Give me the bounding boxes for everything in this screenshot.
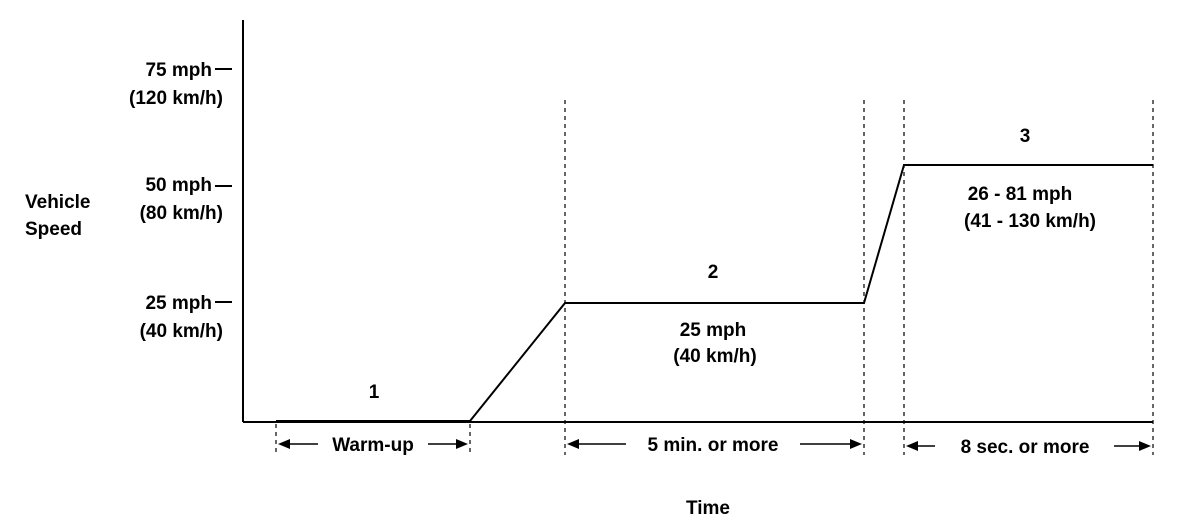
x-axis-label: Time — [686, 498, 730, 519]
phase3-arrow-right-head — [1139, 441, 1151, 451]
phase-2-speed-kmh: (40 km/h) — [673, 346, 756, 367]
phase2-arrow-right-head — [850, 439, 862, 449]
y-axis-label-line2: Speed — [25, 219, 82, 240]
phase-2-number: 2 — [708, 262, 719, 283]
y-tick-25-mph: 25 mph — [145, 293, 212, 314]
phase2-duration-label: 5 min. or more — [648, 435, 779, 456]
y-tick-75-kmh: (120 km/h) — [129, 88, 223, 109]
y-tick-75-mph: 75 mph — [145, 60, 212, 81]
phase3-duration-label: 8 sec. or more — [961, 437, 1090, 458]
warmup-arrow-left-head — [278, 439, 290, 449]
phase-3-speed-mph: 26 - 81 mph — [968, 184, 1073, 205]
y-tick-50-kmh: (80 km/h) — [140, 203, 223, 224]
phase-3-speed-kmh: (41 - 130 km/h) — [964, 211, 1096, 232]
y-tick-25-kmh: (40 km/h) — [140, 321, 223, 342]
y-tick-50-mph: 50 mph — [145, 175, 212, 196]
phase-2-speed-mph: 25 mph — [680, 320, 747, 341]
y-axis-label-line1: Vehicle — [25, 192, 91, 213]
phase-1-number: 1 — [369, 382, 380, 403]
warmup-duration-label: Warm-up — [332, 435, 414, 456]
speed-trace — [276, 164, 1153, 422]
phase2-arrow-left-head — [567, 439, 579, 449]
phase-3-number: 3 — [1020, 126, 1031, 147]
warmup-arrow-right-head — [456, 439, 468, 449]
phase3-arrow-left-head — [906, 441, 918, 451]
